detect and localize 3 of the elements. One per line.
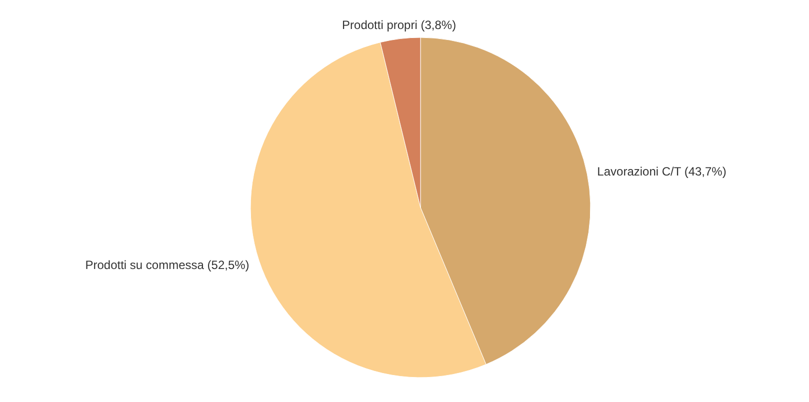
slice-label: Prodotti propri (3,8%) [342, 18, 456, 32]
slice-label: Prodotti su commessa (52,5%) [85, 258, 250, 272]
slice-label: Lavorazioni C/T (43,7%) [597, 164, 726, 178]
